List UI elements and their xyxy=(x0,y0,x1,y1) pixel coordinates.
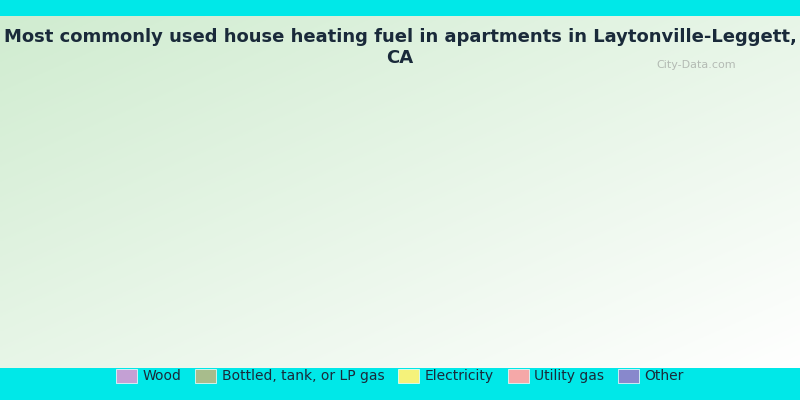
Wedge shape xyxy=(484,105,620,239)
Wedge shape xyxy=(539,251,661,316)
Text: Most commonly used house heating fuel in apartments in Laytonville-Leggett, CA: Most commonly used house heating fuel in… xyxy=(3,28,797,67)
Text: City-Data.com: City-Data.com xyxy=(656,60,736,70)
Wedge shape xyxy=(139,68,356,316)
Wedge shape xyxy=(319,55,554,200)
Legend: Wood, Bottled, tank, or LP gas, Electricity, Utility gas, Other: Wood, Bottled, tank, or LP gas, Electric… xyxy=(110,363,690,389)
Wedge shape xyxy=(521,176,653,280)
